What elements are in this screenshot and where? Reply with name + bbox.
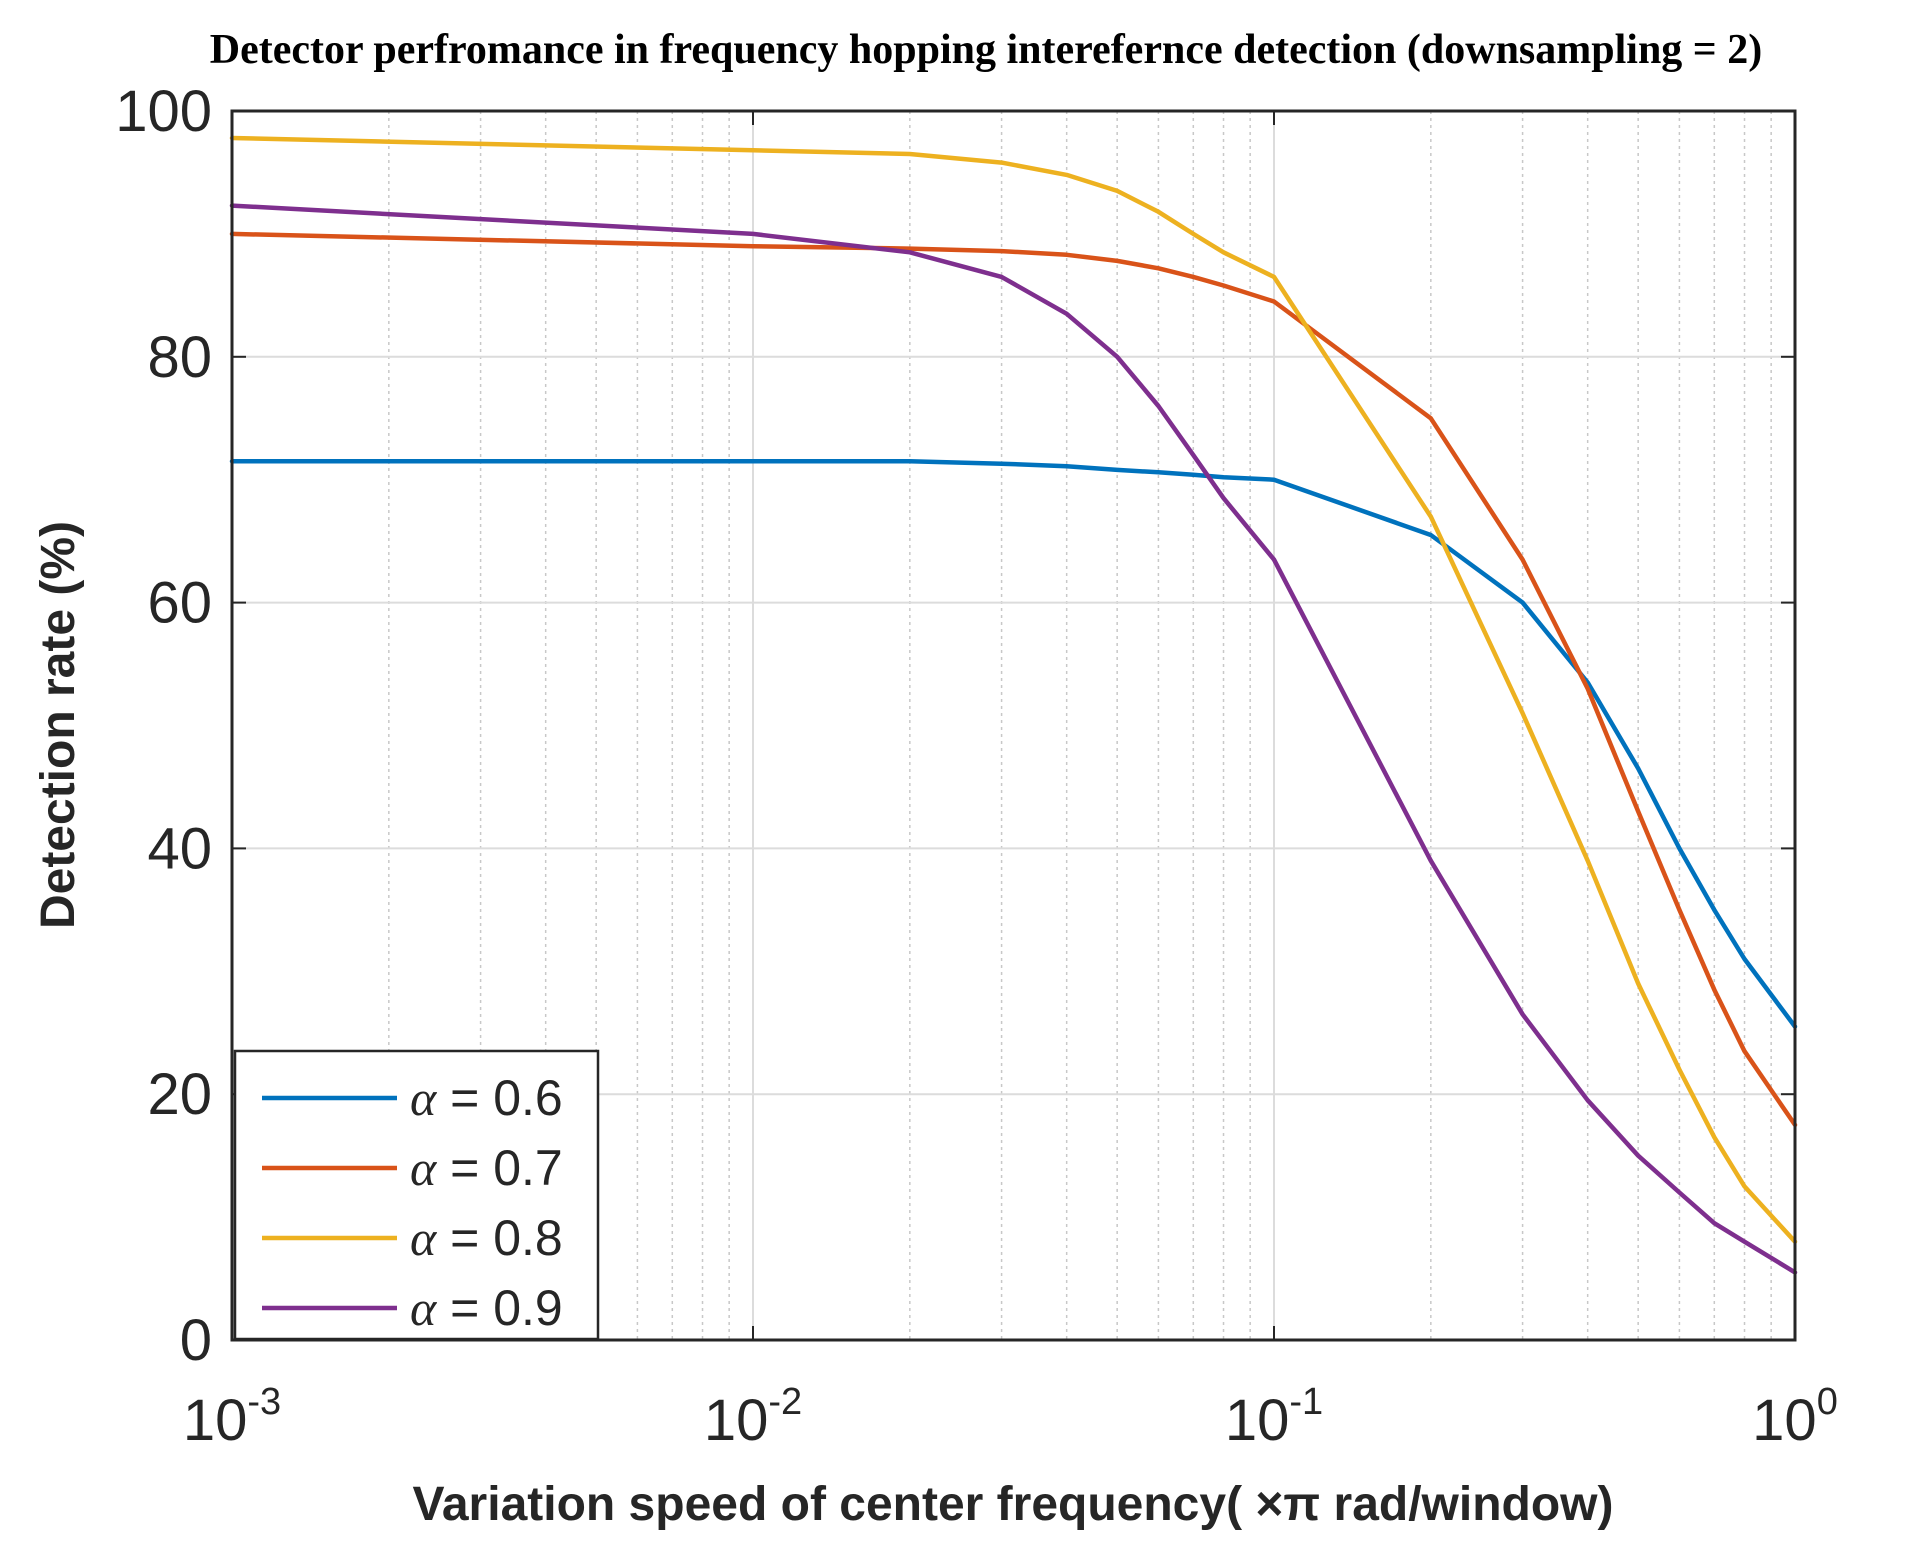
series-layer [229, 135, 1798, 1275]
y-tick-label: 60 [147, 571, 212, 636]
x-tick-label: 100 [1752, 1381, 1838, 1453]
legend-label: α = 0.6 [410, 1070, 563, 1126]
y-tick-label: 40 [147, 816, 212, 881]
x-axis-label: Variation speed of center frequency( ×π … [412, 1478, 1613, 1531]
x-axis-ticks: 10-3 10-2 10-1 100 [183, 111, 1838, 1453]
legend-label: α = 0.7 [410, 1140, 563, 1196]
legend-label: α = 0.9 [410, 1280, 563, 1336]
y-tick-label: 100 [115, 79, 212, 144]
series-line [229, 203, 1798, 1275]
y-tick-label: 80 [147, 325, 212, 390]
chart-title: Detector perfromance in frequency hoppin… [210, 27, 1762, 73]
y-axis-label: Detection rate (%) [32, 521, 85, 929]
series-line [229, 459, 1798, 1029]
series-line [229, 231, 1798, 1128]
y-tick-label: 20 [147, 1062, 212, 1127]
x-tick-label: 10-3 [183, 1381, 281, 1453]
legend-label: α = 0.8 [410, 1210, 563, 1266]
plot-frame [230, 109, 1797, 1342]
x-tick-label: 10-2 [704, 1381, 802, 1453]
series-line [229, 135, 1798, 1244]
legend: α = 0.6 α = 0.7 α = 0.8 α = 0.9 [233, 1049, 600, 1341]
x-tick-label: 10-1 [1225, 1381, 1323, 1453]
y-axis-ticks: 0 20 40 60 80 100 [115, 79, 1795, 1373]
y-tick-label: 0 [180, 1308, 212, 1373]
